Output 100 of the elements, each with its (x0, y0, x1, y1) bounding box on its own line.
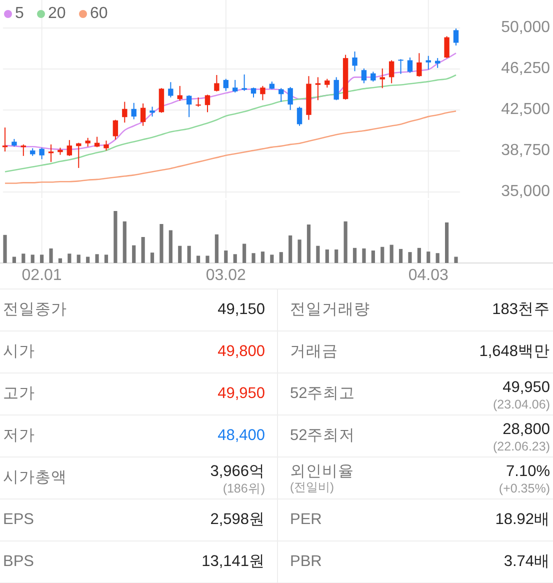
bar (196, 256, 200, 263)
category-label: PER (290, 511, 322, 528)
bar (270, 254, 274, 263)
candlestick (104, 140, 109, 151)
candlestick (140, 102, 146, 126)
category-label: 거래금 (290, 343, 338, 360)
bar (252, 253, 256, 263)
text: 3.74배 (504, 553, 550, 570)
legend-label: 5 (15, 5, 24, 22)
bar (122, 221, 126, 263)
bar (206, 256, 210, 263)
category-label: BPS (3, 553, 34, 570)
candlestick (196, 96, 201, 108)
candlestick (352, 51, 358, 72)
bar (390, 244, 394, 263)
bar (306, 224, 311, 263)
category-label: 외인비율 (전일비) (290, 463, 354, 494)
candlestick (204, 94, 210, 113)
legend-label: 60 (90, 5, 108, 22)
line-series (4, 110, 457, 184)
candlestick (150, 106, 155, 118)
candlestick (407, 57, 413, 74)
candlestick (416, 52, 422, 78)
candlestick (444, 36, 450, 59)
candlestick (39, 147, 44, 160)
x-tick-label: 04.03 (408, 267, 449, 284)
candlestick (242, 74, 247, 92)
candlestick (296, 106, 302, 126)
line-series (4, 74, 457, 172)
bar (371, 250, 375, 263)
bar (141, 237, 145, 263)
candlestick (232, 79, 238, 94)
candlestick (168, 82, 174, 98)
bar (132, 245, 136, 263)
candlestick (278, 88, 284, 102)
bar (298, 240, 302, 263)
category-label: 시가 (3, 343, 35, 360)
text: 13,141원 (202, 553, 265, 570)
bar (279, 252, 283, 263)
category-label: 고가 (3, 385, 35, 402)
bar (242, 244, 246, 263)
text: 49,800 (218, 343, 265, 360)
bar (417, 248, 421, 263)
bar (362, 248, 366, 263)
candlestick (334, 76, 339, 101)
bar (233, 254, 237, 263)
candlestick (214, 74, 220, 92)
bar (352, 248, 357, 263)
candlestick (315, 76, 321, 101)
bar (86, 256, 90, 263)
bar (168, 230, 172, 263)
bar (187, 246, 191, 263)
text: 49,950 (23.04.06) (493, 379, 550, 412)
candlestick (177, 85, 182, 102)
bar (150, 252, 154, 263)
bar (22, 254, 26, 263)
text: 49,950 (218, 385, 265, 402)
candlestick (158, 88, 164, 114)
category-label: 시가총액 (3, 469, 67, 486)
text: 48,400 (218, 427, 265, 444)
bar (316, 246, 320, 263)
bar (114, 211, 118, 263)
y-tick-label: 46,250 (501, 60, 550, 78)
text: 183천주 (492, 301, 550, 318)
candlestick (380, 68, 385, 89)
bar (160, 224, 164, 263)
category-label: EPS (3, 511, 34, 528)
candlestick (223, 78, 228, 92)
bar (49, 248, 53, 263)
bar (178, 246, 182, 263)
text: 28,800 (22.06.23) (493, 421, 550, 454)
bar (288, 235, 292, 263)
bar (436, 253, 440, 263)
bar (408, 252, 412, 263)
bar (454, 256, 458, 263)
text: 1,648백만 (479, 343, 550, 360)
bar (58, 258, 62, 263)
candlestick (361, 68, 367, 84)
category-label: 저가 (3, 427, 35, 444)
candlestick (186, 94, 192, 118)
bar (398, 248, 403, 263)
y-tick-label: 38,750 (501, 142, 550, 160)
candlestick (388, 60, 394, 84)
text: 7.10% (+0.35%) (498, 463, 550, 496)
text: 49,150 (218, 301, 265, 318)
bar (104, 254, 108, 263)
category-label: 전일종가 (3, 301, 67, 318)
bar (40, 254, 44, 263)
category-label: 전일거래량 (290, 301, 370, 318)
bar (260, 252, 265, 263)
candlestick (122, 101, 128, 124)
candlestick (66, 140, 72, 156)
category-label: PBR (290, 553, 322, 570)
category-label: 52주최저 (290, 427, 356, 444)
y-tick-label: 50,000 (501, 19, 550, 36)
candlestick (250, 87, 256, 98)
text: 2,598원 (210, 511, 265, 528)
bar (444, 222, 449, 263)
legend-label: 20 (48, 5, 66, 22)
bar (68, 254, 72, 263)
